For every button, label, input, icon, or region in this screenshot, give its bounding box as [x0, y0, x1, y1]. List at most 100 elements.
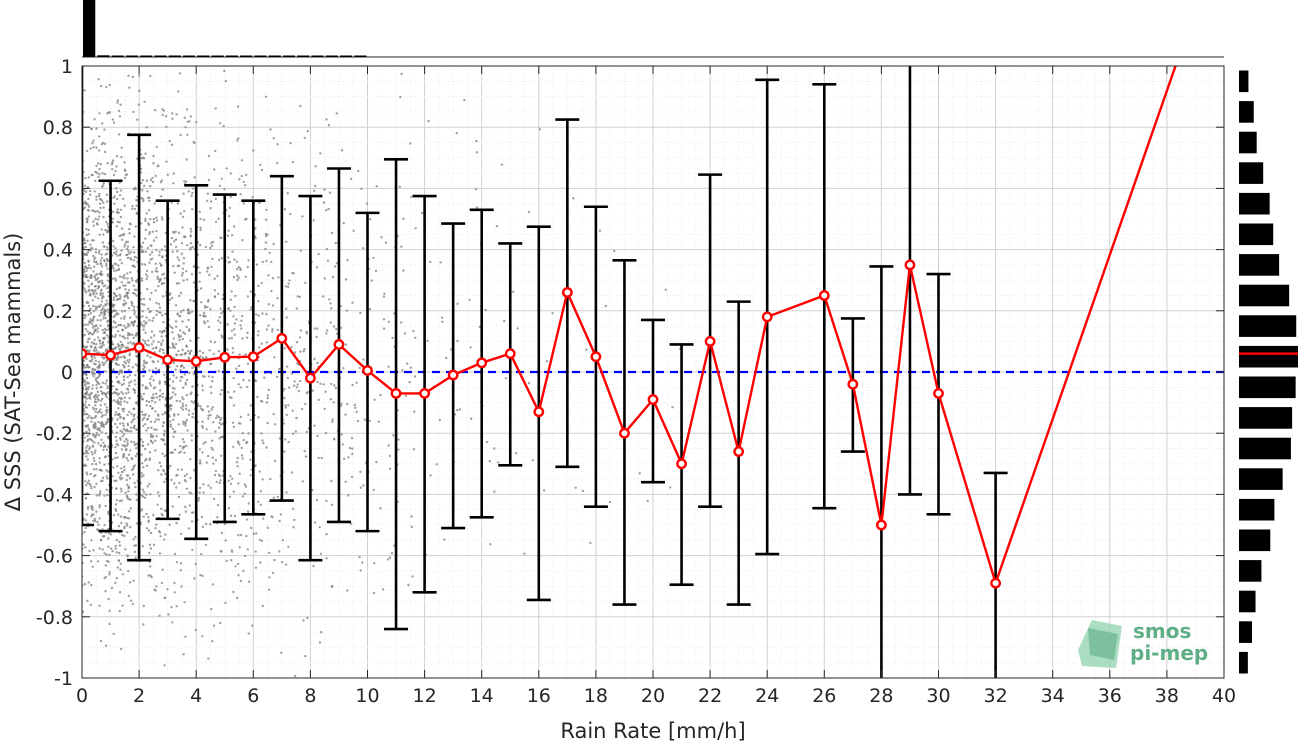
- scatter-point: [93, 356, 96, 359]
- scatter-point: [174, 238, 178, 241]
- scatter-point: [102, 201, 105, 204]
- scatter-point: [274, 423, 277, 426]
- scatter-point: [147, 529, 151, 532]
- scatter-point: [173, 581, 176, 585]
- scatter-point: [168, 365, 171, 369]
- data-point: [390, 388, 402, 399]
- scatter-point: [235, 318, 238, 321]
- scatter-point: [223, 188, 226, 191]
- x-tick-label: 14: [470, 685, 494, 707]
- scatter-point: [141, 178, 145, 182]
- scatter-point: [124, 302, 128, 305]
- scatter-point: [104, 644, 108, 647]
- scatter-point: [245, 518, 249, 521]
- scatter-point: [226, 234, 230, 237]
- scatter-point: [107, 537, 110, 540]
- scatter-point: [178, 513, 181, 516]
- scatter-point: [87, 203, 90, 207]
- scatter-point: [122, 375, 125, 378]
- scatter-point: [237, 364, 241, 368]
- scatter-point: [93, 485, 96, 489]
- scatter-point: [201, 375, 205, 378]
- scatter-point: [95, 146, 98, 149]
- scatter-point: [202, 491, 205, 494]
- scatter-point: [85, 484, 88, 487]
- scatter-point: [107, 510, 110, 513]
- scatter-point: [106, 246, 109, 249]
- scatter-point: [199, 573, 202, 577]
- scatter-point: [85, 513, 89, 516]
- scatter-point: [131, 333, 134, 336]
- scatter-point: [388, 454, 392, 458]
- scatter-point: [111, 217, 115, 220]
- scatter-point: [123, 276, 126, 280]
- scatter-point: [161, 439, 165, 442]
- scatter-point: [296, 295, 299, 298]
- scatter-point: [260, 281, 263, 285]
- scatter-point: [184, 421, 187, 424]
- scatter-point: [160, 216, 164, 219]
- scatter-point: [276, 297, 279, 300]
- scatter-point: [145, 179, 149, 182]
- scatter-point: [199, 355, 202, 358]
- scatter-point: [220, 236, 223, 240]
- scatter-point: [82, 271, 86, 274]
- scatter-point: [101, 241, 105, 244]
- scatter-point: [123, 161, 126, 164]
- scatter-point: [98, 351, 101, 354]
- scatter-point: [83, 261, 87, 265]
- scatter-point: [147, 426, 150, 430]
- scatter-point: [188, 504, 191, 507]
- scatter-point: [92, 433, 95, 437]
- scatter-point: [149, 384, 152, 387]
- scatter-point: [143, 361, 146, 364]
- scatter-point: [171, 117, 174, 120]
- scatter-point: [201, 451, 204, 454]
- scatter-point: [98, 202, 102, 205]
- scatter-point: [198, 271, 201, 274]
- scatter-point: [134, 363, 137, 366]
- scatter-point: [185, 344, 188, 347]
- scatter-point: [104, 394, 107, 397]
- scatter-point: [545, 360, 549, 363]
- scatter-point: [98, 112, 101, 115]
- scatter-point: [185, 473, 188, 476]
- scatter-point: [90, 173, 94, 177]
- scatter-point: [103, 245, 106, 248]
- scatter-point: [201, 426, 204, 429]
- scatter-point: [101, 273, 104, 276]
- scatter-point: [188, 491, 191, 494]
- scatter-point: [114, 325, 118, 329]
- scatter-point: [227, 391, 230, 394]
- scatter-point: [95, 127, 98, 130]
- scatter-point: [92, 260, 96, 263]
- scatter-point: [156, 275, 159, 278]
- scatter-point: [141, 310, 144, 313]
- scatter-point: [215, 416, 218, 420]
- scatter-point: [99, 444, 103, 447]
- scatter-point: [109, 533, 113, 536]
- scatter-point: [114, 247, 117, 250]
- scatter-point: [214, 149, 217, 153]
- scatter-point: [147, 209, 151, 212]
- scatter-point: [93, 290, 96, 293]
- scatter-point: [252, 532, 255, 535]
- scatter-point: [313, 521, 317, 524]
- scatter-point: [97, 523, 100, 526]
- scatter-point: [531, 459, 535, 462]
- scatter-point: [91, 565, 94, 568]
- scatter-point: [497, 461, 500, 464]
- scatter-point: [95, 377, 98, 380]
- scatter-point: [104, 284, 107, 287]
- scatter-point: [147, 414, 151, 418]
- scatter-point: [220, 388, 223, 392]
- scatter-point: [200, 25, 202, 27]
- scatter-point: [169, 407, 173, 411]
- scatter-point: [105, 220, 108, 224]
- scatter-point: [163, 380, 167, 384]
- scatter-point: [249, 418, 252, 422]
- scatter-point: [193, 141, 196, 145]
- data-point: [133, 342, 145, 353]
- scatter-point: [133, 251, 136, 254]
- scatter-point: [186, 21, 188, 23]
